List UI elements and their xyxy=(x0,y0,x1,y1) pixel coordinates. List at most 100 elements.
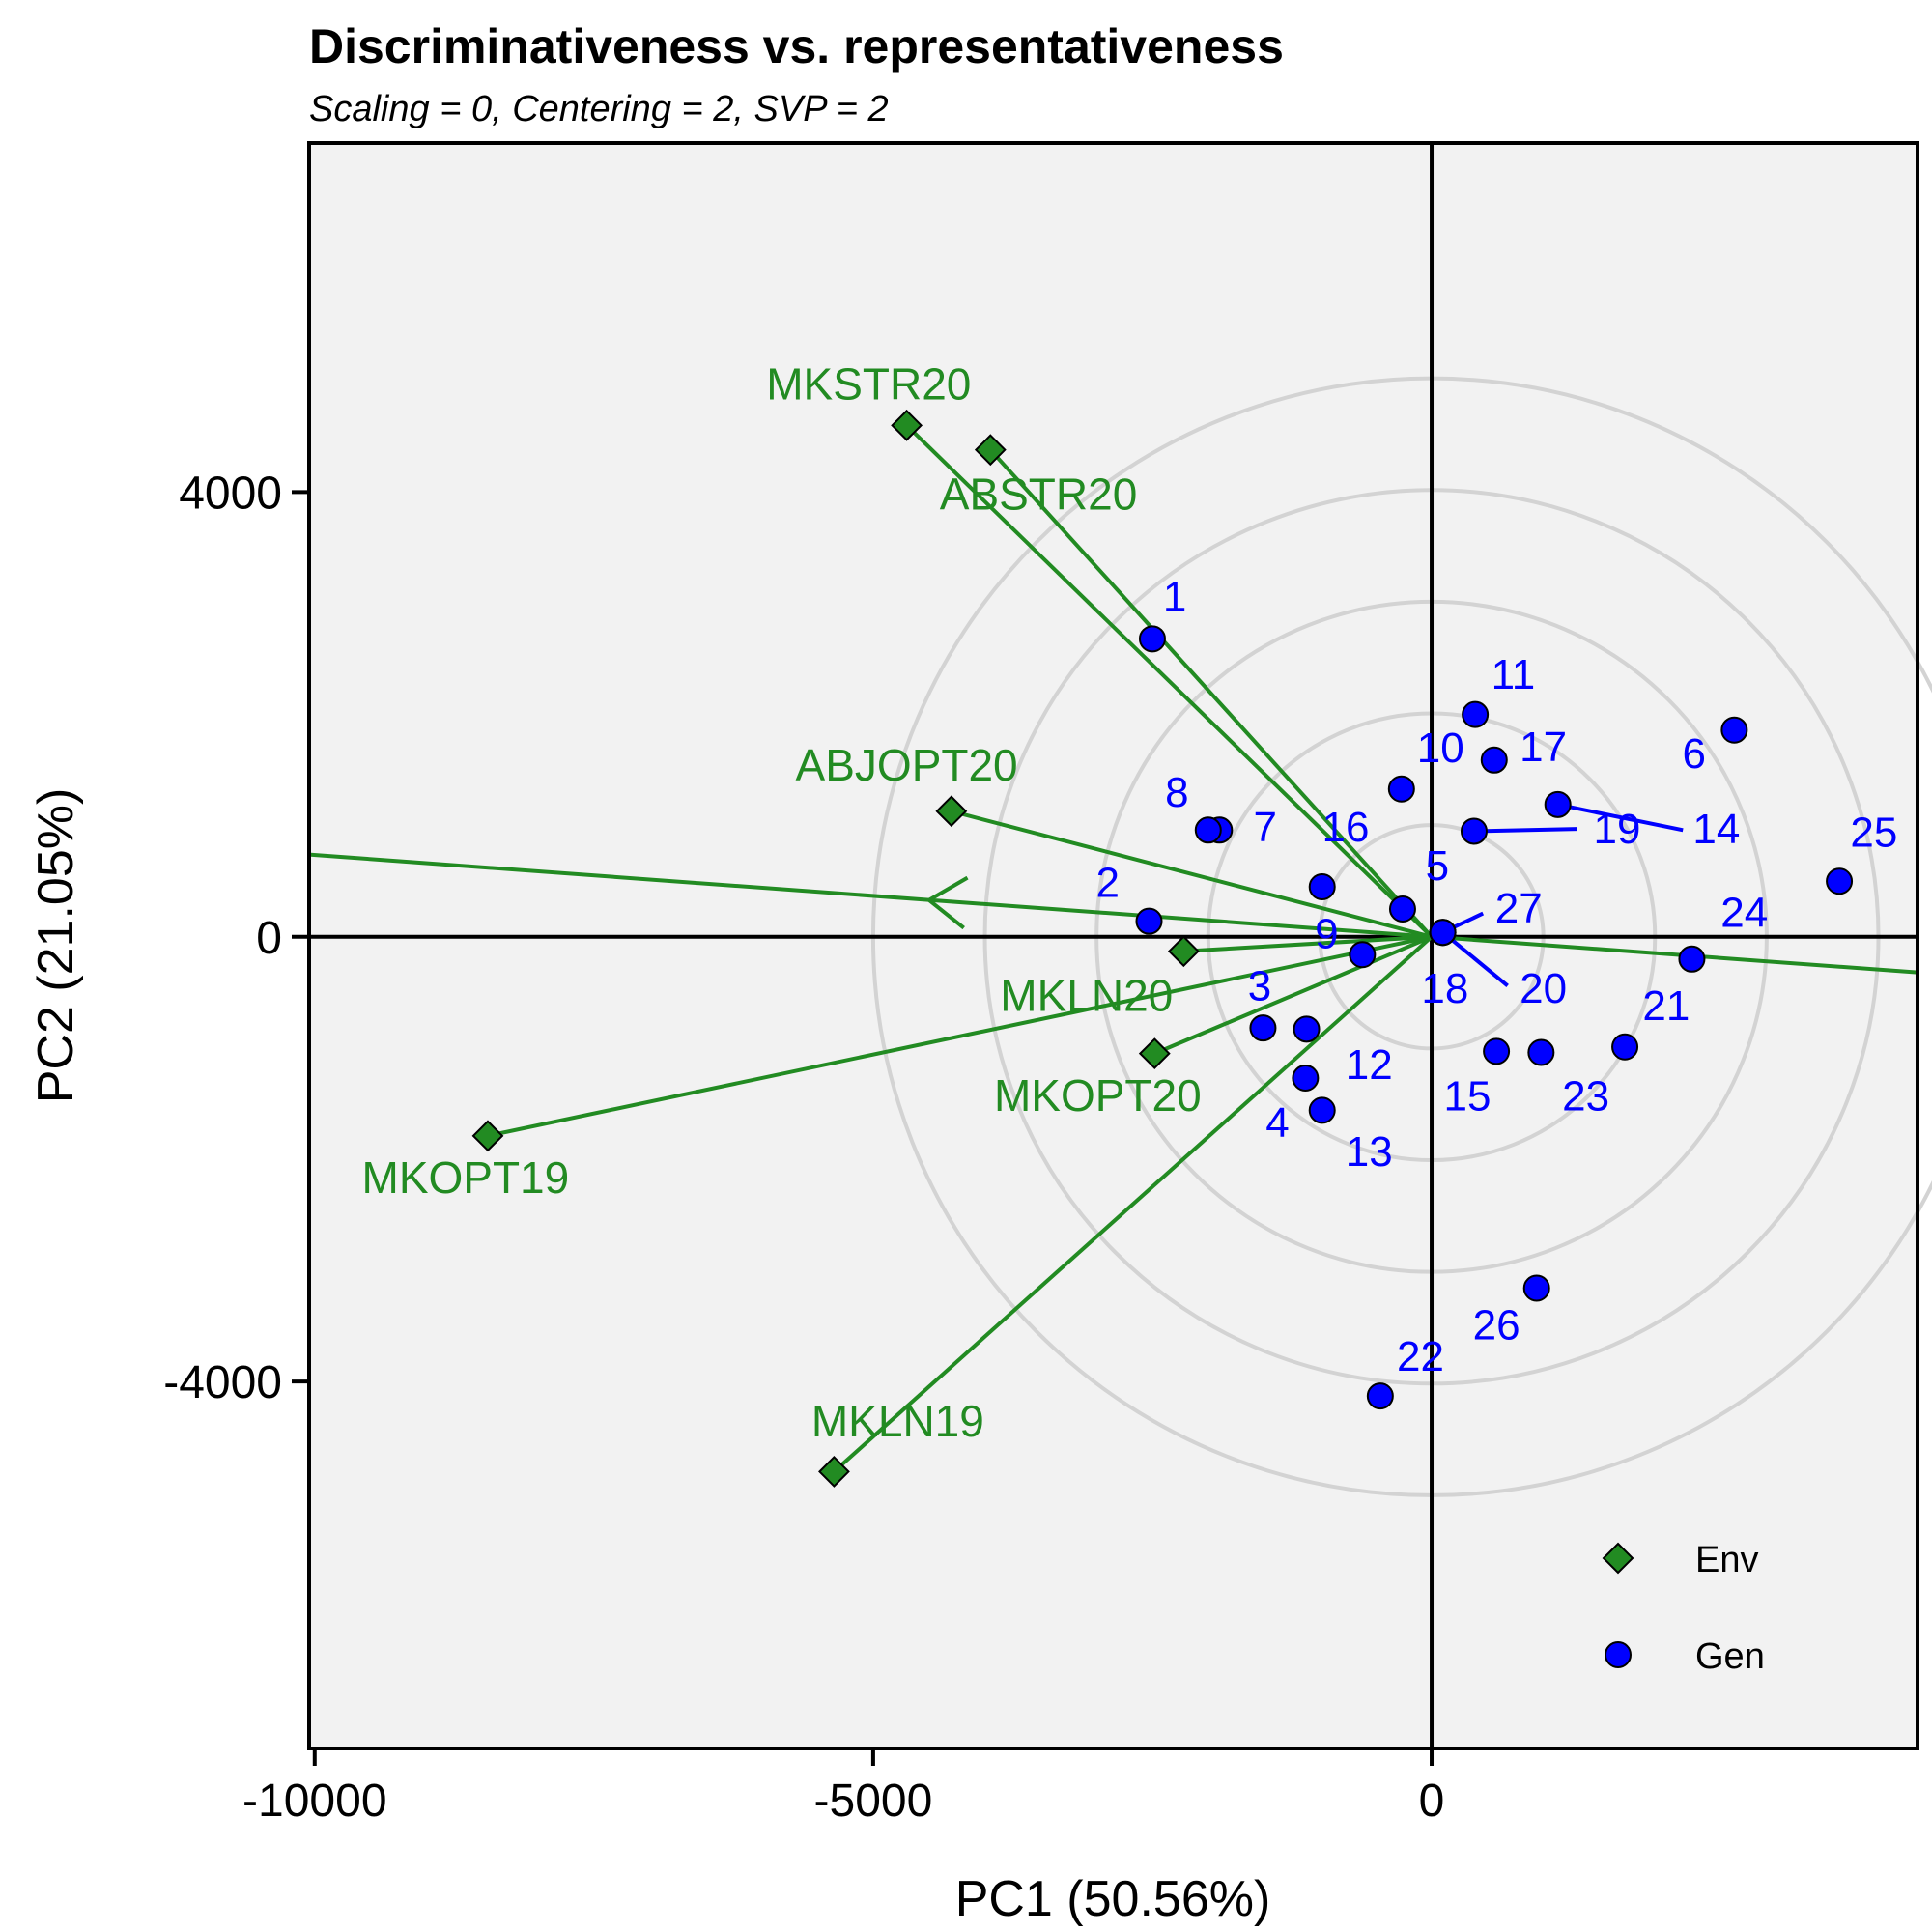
gen-label-7: 7 xyxy=(1254,804,1277,851)
gen-point-4 xyxy=(1292,1064,1320,1092)
gen-label-9: 9 xyxy=(1315,910,1338,957)
zero-reference-lines xyxy=(309,143,1918,1748)
gen-point-19 xyxy=(1460,817,1488,845)
legend-gen-label: Gen xyxy=(1695,1636,1765,1677)
environment-vectors xyxy=(487,423,1434,1473)
env-vector-mkopt20 xyxy=(1153,934,1433,1056)
gen-point-26 xyxy=(1522,1274,1550,1302)
gen-label-18: 18 xyxy=(1421,965,1468,1012)
env-label-mkln20: MKLN20 xyxy=(1000,970,1173,1020)
gen-point-27 xyxy=(1429,919,1457,947)
gen-label-1: 1 xyxy=(1163,574,1186,621)
env-point-mkln19 xyxy=(818,1455,850,1488)
gen-label-24: 24 xyxy=(1720,890,1768,937)
legend: Env Gen xyxy=(1602,1540,1765,1677)
gen-point-13 xyxy=(1308,1096,1336,1124)
x-tick-label: 0 xyxy=(1419,1776,1445,1827)
gen-label-3: 3 xyxy=(1248,963,1271,1010)
gen-point-5 xyxy=(1388,895,1416,923)
gen-point-16 xyxy=(1308,872,1336,900)
gen-point-3 xyxy=(1249,1014,1277,1042)
gen-point-11 xyxy=(1462,700,1490,728)
env-label-abjopt20: ABJOPT20 xyxy=(796,740,1018,790)
gen-label-11: 11 xyxy=(1492,651,1536,698)
env-label-abstr20: ABSTR20 xyxy=(940,469,1138,519)
gen-point-25 xyxy=(1826,867,1854,895)
env-point-mkstr20 xyxy=(891,409,923,441)
x-tick-label: -5000 xyxy=(814,1776,933,1827)
env-point-mkln20 xyxy=(1167,935,1200,968)
label-connector-1 xyxy=(1473,827,1577,834)
gen-label-13: 13 xyxy=(1346,1128,1393,1176)
gen-label-16: 16 xyxy=(1322,804,1370,851)
env-vector-mkopt19 xyxy=(487,934,1433,1138)
gen-label-15: 15 xyxy=(1444,1072,1492,1120)
gen-label-26: 26 xyxy=(1473,1302,1520,1350)
average-environment-axis-line xyxy=(308,852,1918,975)
legend-env-marker xyxy=(1602,1542,1634,1575)
gen-point-1 xyxy=(1138,625,1166,653)
gen-point-23 xyxy=(1527,1038,1555,1066)
gen-label-5: 5 xyxy=(1426,842,1449,890)
gen-point-14 xyxy=(1544,790,1572,818)
average-environment-axis xyxy=(308,852,1918,975)
chart-subtitle: Scaling = 0, Centering = 2, SVP = 2 xyxy=(309,89,889,129)
points xyxy=(471,409,1854,1488)
y-axis-label: PC2 (21.05%) xyxy=(28,788,84,1104)
env-label-mkopt20: MKOPT20 xyxy=(994,1070,1202,1121)
gen-label-17: 17 xyxy=(1520,724,1567,771)
gen-point-24 xyxy=(1678,945,1706,973)
gen-point-17 xyxy=(1480,746,1508,774)
env-label-mkopt19: MKOPT19 xyxy=(362,1152,570,1203)
env-point-mkopt19 xyxy=(471,1120,504,1152)
gen-label-4: 4 xyxy=(1265,1099,1289,1147)
gen-label-25: 25 xyxy=(1850,810,1897,857)
point-labels: MKSTR20 ABSTR20 ABJOPT20 MKLN20 MKOPT20 MKOPT… xyxy=(362,358,1898,1446)
y-tick-label: -4000 xyxy=(163,1357,282,1408)
axis-arrowhead xyxy=(925,875,969,930)
env-label-mkln19: MKLN19 xyxy=(811,1396,984,1446)
x-axis-ticks: -10000 -5000 0 xyxy=(242,1748,1444,1827)
x-tick-label: -10000 xyxy=(242,1776,386,1827)
gen-label-10: 10 xyxy=(1417,724,1464,772)
legend-gen-marker xyxy=(1605,1641,1632,1668)
label-connector-4 xyxy=(1441,930,1509,987)
gen-point-8 xyxy=(1194,816,1222,844)
gen-point-12 xyxy=(1293,1015,1321,1043)
gen-label-6: 6 xyxy=(1683,730,1706,778)
y-tick-label: 4000 xyxy=(179,468,282,519)
gen-label-2: 2 xyxy=(1095,859,1119,906)
env-point-abstr20 xyxy=(974,434,1007,467)
x-axis-label: PC1 (50.56%) xyxy=(955,1871,1271,1927)
env-vector-mkstr20 xyxy=(905,423,1434,939)
gen-label-14: 14 xyxy=(1692,806,1740,853)
label-connector-2 xyxy=(1557,802,1684,833)
env-vector-abjopt20 xyxy=(951,809,1433,939)
legend-env-label: Env xyxy=(1695,1540,1758,1580)
gen-point-6 xyxy=(1720,716,1748,744)
gen-point-9 xyxy=(1349,941,1377,969)
gen-label-23: 23 xyxy=(1562,1072,1609,1120)
env-point-mkopt20 xyxy=(1138,1037,1171,1070)
gen-point-22 xyxy=(1366,1382,1394,1410)
gen-point-15 xyxy=(1483,1037,1511,1065)
gen-label-8: 8 xyxy=(1165,769,1188,816)
env-point-abjopt20 xyxy=(935,795,968,828)
chart-title: Discriminativeness vs. representativenes… xyxy=(309,19,1284,73)
y-tick-label: 0 xyxy=(256,913,282,964)
gen-point-10 xyxy=(1387,775,1415,803)
gen-label-19: 19 xyxy=(1593,806,1640,853)
env-vector-mkln20 xyxy=(1183,934,1433,953)
env-vector-mkln19 xyxy=(833,935,1434,1473)
gen-label-12: 12 xyxy=(1346,1041,1393,1089)
plot-panel xyxy=(309,143,1918,1748)
env-vector-abstr20 xyxy=(988,448,1434,939)
gen-label-21: 21 xyxy=(1642,982,1690,1030)
plot-border xyxy=(307,141,1919,1750)
gen-label-20: 20 xyxy=(1520,965,1567,1012)
gen-label-22: 22 xyxy=(1397,1333,1444,1380)
gen-label-27: 27 xyxy=(1495,885,1543,932)
gen-point-21 xyxy=(1611,1033,1639,1061)
y-axis-ticks: 4000 0 -4000 xyxy=(163,468,309,1408)
